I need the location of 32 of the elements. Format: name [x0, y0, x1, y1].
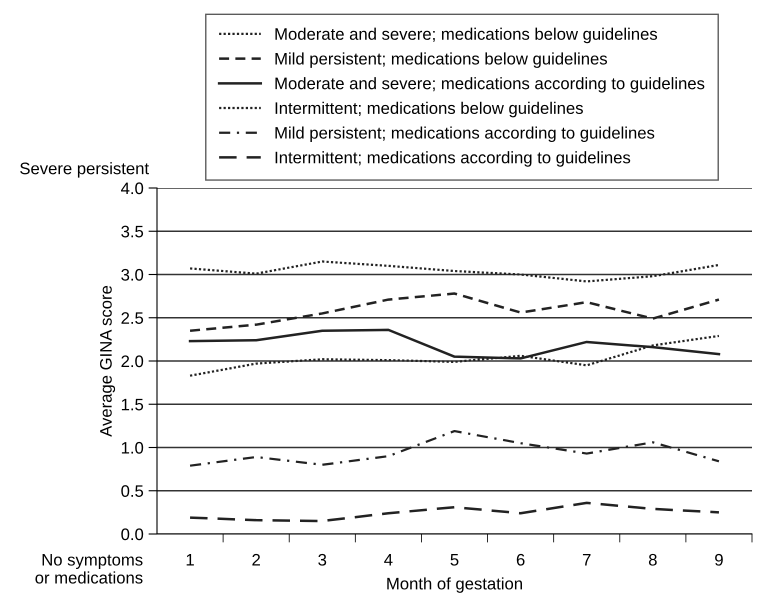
legend-label: Mild persistent; medications below guidelines: [275, 52, 608, 68]
line-series: [188, 502, 720, 522]
x-tick-label: 1: [186, 554, 194, 566]
y-tick-label: 3.0: [121, 268, 144, 281]
y-tick-label: 0.5: [121, 485, 144, 497]
line-series: [188, 430, 720, 467]
legend-label: Intermittent; medications below guidelines: [276, 102, 583, 118]
x-tick-label: 9: [715, 554, 723, 566]
x-tick-label: 7: [582, 554, 591, 566]
x-tick-label: 2: [252, 554, 260, 566]
x-tick-label: 4: [384, 554, 393, 566]
y-tick-label: 1.0: [122, 442, 144, 454]
line-series: [188, 292, 720, 332]
x-tick-label: 3: [318, 554, 326, 566]
x-tick-label: 6: [516, 554, 525, 566]
y-tick-label: 1.5: [122, 398, 144, 410]
y-axis-title: Average GINA score: [100, 286, 116, 437]
y-tick-label: 0.0: [121, 528, 144, 540]
text: Severe persistent: [20, 162, 149, 178]
y-tick-label: 2.5: [121, 312, 144, 324]
y-tick-label: 4.0: [121, 182, 144, 194]
x-tick-label: 8: [648, 554, 657, 566]
x-axis-title: Month of gestation: [387, 577, 522, 593]
y-tick-label: 3.5: [121, 226, 144, 238]
x-tick-label: 5: [450, 554, 458, 566]
legend-label: Mild persistent; medications according to guidelines: [275, 126, 654, 142]
line-series: [188, 260, 720, 283]
legend-label: Moderate and severe; medications according to guidelines: [275, 77, 704, 93]
legend-label: Moderate and severe; medications below guidelines: [275, 28, 658, 44]
y-tick-label: 2.0: [121, 355, 144, 368]
text: No symptoms or medications: [35, 554, 143, 584]
legend-label: Intermittent; medications according to guidelines: [276, 151, 630, 167]
